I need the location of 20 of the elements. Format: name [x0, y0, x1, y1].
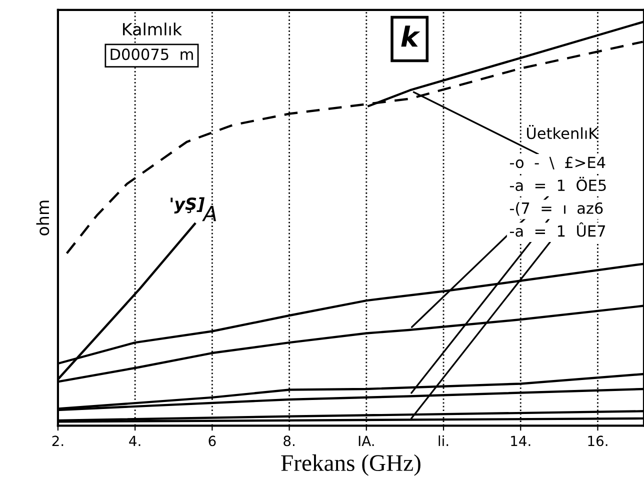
annotation: A: [202, 206, 216, 222]
annotation: -a = 1 ÖE5: [510, 176, 606, 192]
x-tick-label: IA.: [358, 436, 374, 446]
x-tick-label: 2.: [52, 436, 64, 446]
x-tick-label: 14.: [511, 436, 530, 446]
annotation: ÜetkenlıK: [527, 124, 599, 140]
annotation: -a = 1 ÛE7: [510, 222, 605, 237]
annotation: k: [401, 26, 420, 47]
annotation: -o - \ £>E4: [510, 156, 606, 170]
annotation: Kalmlık: [123, 22, 182, 36]
x-tick-label: 16.: [588, 436, 608, 446]
x-tick-label: li.: [438, 435, 448, 446]
annotation: D00075 m: [110, 48, 193, 60]
annotation: -(7 = ı az6: [510, 202, 603, 216]
x-tick-label: 8.: [284, 436, 294, 446]
annotation: 'yŞ]: [170, 197, 205, 214]
y-axis-title: ohm: [36, 200, 50, 236]
x-tick-label: 4.: [129, 436, 140, 446]
x-tick-label: 6: [208, 436, 216, 446]
x-axis-title: Frekans (GHz): [281, 454, 420, 476]
